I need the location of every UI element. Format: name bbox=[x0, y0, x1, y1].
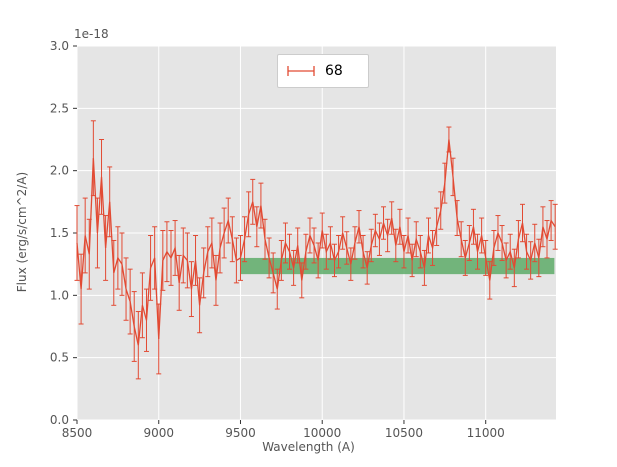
y-tick-label: 1.5 bbox=[50, 226, 69, 240]
spectrum-line bbox=[76, 139, 556, 346]
noise-band bbox=[240, 257, 555, 275]
y-tick-label: 3.0 bbox=[50, 39, 69, 53]
y-tick-label: 0.5 bbox=[50, 351, 69, 365]
x-tick-label: 9500 bbox=[225, 426, 256, 440]
x-tick-label: 11000 bbox=[467, 426, 505, 440]
y-tick-label: 1.0 bbox=[50, 288, 69, 302]
y-tick-label: 2.0 bbox=[50, 164, 69, 178]
y-axis-label: Flux (erg/s/cm^2/A) bbox=[15, 171, 29, 293]
legend-label: 68 bbox=[325, 63, 343, 79]
legend-errorbar-glyph bbox=[287, 66, 315, 76]
y-axis-offset-text: 1e-18 bbox=[74, 27, 109, 41]
x-tick-label: 10500 bbox=[385, 426, 423, 440]
x-tick-label: 8500 bbox=[62, 426, 93, 440]
x-tick-label: 10000 bbox=[303, 426, 341, 440]
x-axis-label: Wavelength (A) bbox=[262, 440, 355, 454]
y-tick-label: 2.5 bbox=[50, 101, 69, 115]
y-tick-label: 0.0 bbox=[50, 413, 69, 427]
legend: 68 bbox=[277, 54, 369, 88]
x-tick-label: 9000 bbox=[143, 426, 174, 440]
